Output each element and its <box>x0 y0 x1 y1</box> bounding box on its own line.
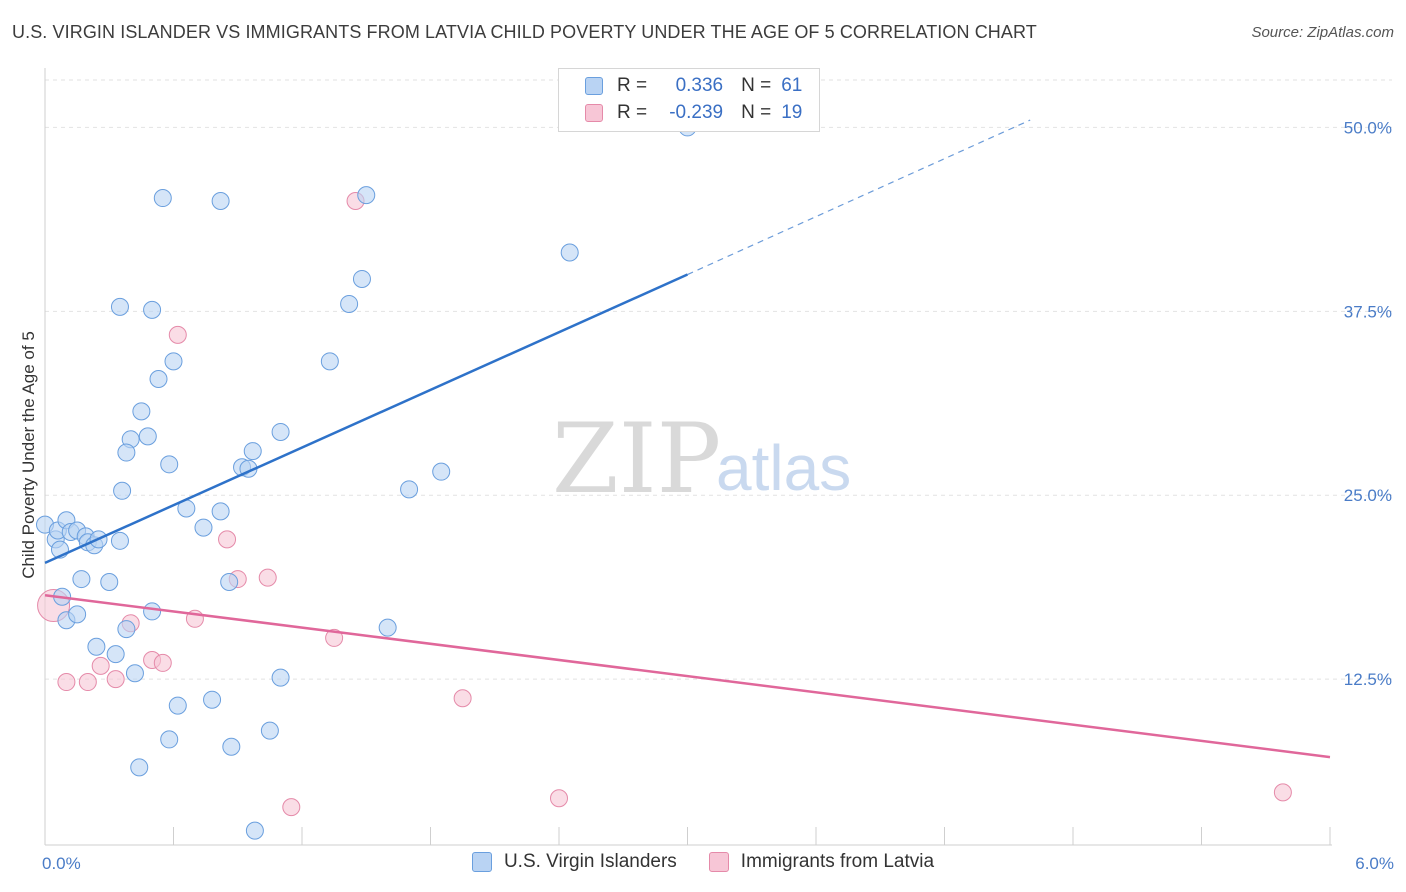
legend-n-label: N = <box>741 102 772 123</box>
data-point-virgin-islanders <box>243 442 262 461</box>
data-point-virgin-islanders <box>320 352 339 371</box>
data-point-virgin-islanders <box>164 352 183 371</box>
data-point-virgin-islanders <box>100 573 119 592</box>
legend-item-latvia[interactable]: Immigrants from Latvia <box>708 851 935 873</box>
tick-labels: 12.5% 25.0% 37.5% 50.0% 0.0% 6.0% <box>42 118 1394 873</box>
data-point-virgin-islanders <box>153 189 172 208</box>
series-legend: U.S. Virgin Islanders Immigrants from La… <box>0 851 1406 873</box>
legend-n-label: N = <box>741 75 772 96</box>
data-point-virgin-islanders <box>222 737 241 756</box>
source-credit: Source: ZipAtlas.com <box>1251 24 1394 41</box>
legend-row-virgin-islanders: R = 0.336 N = 61 <box>559 73 802 99</box>
legend-swatch-pink <box>585 104 603 122</box>
data-point-virgin-islanders <box>560 243 579 262</box>
data-point-virgin-islanders <box>149 369 168 388</box>
data-point-virgin-islanders <box>168 696 187 715</box>
data-point-virgin-islanders <box>130 758 149 777</box>
data-point-latvia <box>168 325 187 344</box>
y-tick-label: 50.0% <box>1344 118 1392 137</box>
data-point-virgin-islanders <box>194 518 213 537</box>
legend-n-value: 19 <box>781 102 803 123</box>
data-point-latvia <box>453 689 472 708</box>
data-point-latvia <box>550 789 568 808</box>
legend-item-virgin-islanders[interactable]: U.S. Virgin Islanders <box>471 851 677 873</box>
grid-lines <box>45 79 1392 680</box>
legend-swatch-blue <box>585 77 603 95</box>
data-point-virgin-islanders <box>352 269 371 288</box>
data-point-latvia <box>218 530 237 549</box>
data-point-virgin-islanders <box>68 605 87 624</box>
data-point-virgin-islanders <box>110 297 129 316</box>
correlation-legend: R = 0.336 N = 61 R = -0.239 N = 19 <box>558 68 820 132</box>
trend-lines <box>44 119 1331 759</box>
data-point-latvia <box>153 653 172 672</box>
data-point-virgin-islanders <box>203 690 222 709</box>
x-tick-label: 6.0% <box>1355 854 1394 873</box>
data-point-virgin-islanders <box>220 573 239 592</box>
data-point-latvia <box>258 568 277 587</box>
watermark-atlas: atlas <box>716 432 851 504</box>
legend-r-value: -0.239 <box>669 102 724 123</box>
chart-title: U.S. VIRGIN ISLANDER VS IMMIGRANTS FROM … <box>12 22 1037 42</box>
legend-swatch-pink <box>708 852 729 872</box>
data-point-virgin-islanders <box>138 427 157 446</box>
data-point-latvia <box>91 656 110 675</box>
data-point-virgin-islanders <box>245 821 264 840</box>
data-point-virgin-islanders <box>87 637 106 656</box>
data-point-virgin-islanders <box>378 618 397 637</box>
data-point-virgin-islanders <box>106 645 125 664</box>
data-point-virgin-islanders <box>340 294 359 313</box>
legend-row-latvia: R = -0.239 N = 19 <box>559 100 802 126</box>
trend-line-virgin-islanders <box>44 273 689 565</box>
data-point-virgin-islanders <box>211 191 230 210</box>
data-point-latvia <box>282 798 301 817</box>
data-point-virgin-islanders <box>72 570 91 589</box>
data-point-virgin-islanders <box>432 462 451 481</box>
data-point-latvia <box>106 670 125 689</box>
legend-r-label: R = <box>617 75 648 96</box>
data-point-virgin-islanders <box>110 531 129 550</box>
watermark-zip: ZIP <box>552 403 721 515</box>
data-point-virgin-islanders <box>211 502 230 521</box>
trend-line-latvia <box>44 594 1331 759</box>
data-point-virgin-islanders <box>271 422 290 441</box>
x-tick-label: 0.0% <box>42 854 81 873</box>
legend-item-label: U.S. Virgin Islanders <box>503 851 677 872</box>
y-tick-label: 12.5% <box>1344 670 1392 689</box>
data-point-virgin-islanders <box>117 620 136 639</box>
legend-swatch-blue <box>471 852 492 872</box>
legend-r-label: R = <box>617 102 648 123</box>
legend-item-label: Immigrants from Latvia <box>740 851 935 872</box>
data-point-virgin-islanders <box>271 668 290 687</box>
y-tick-label: 37.5% <box>1344 302 1392 321</box>
data-point-virgin-islanders <box>143 602 162 621</box>
data-point-virgin-islanders <box>143 300 162 319</box>
data-point-latvia <box>78 673 97 692</box>
trend-line-extension <box>687 119 1031 276</box>
legend-n-value: 61 <box>781 75 803 96</box>
data-point-virgin-islanders <box>113 481 132 500</box>
data-point-virgin-islanders <box>117 443 136 462</box>
data-point-virgin-islanders <box>357 186 376 205</box>
data-point-virgin-islanders <box>160 455 179 474</box>
data-point-latvia <box>57 673 76 692</box>
y-tick-label: 25.0% <box>1344 486 1392 505</box>
data-point-virgin-islanders <box>260 721 279 740</box>
data-point-virgin-islanders <box>132 402 151 421</box>
data-point-latvia <box>325 628 344 647</box>
data-point-latvia <box>1273 783 1292 802</box>
data-point-virgin-islanders <box>400 480 419 499</box>
axes <box>44 68 1332 846</box>
data-point-virgin-islanders <box>125 664 144 683</box>
y-axis-label: Child Poverty Under the Age of 5 <box>19 331 38 579</box>
legend-r-value: 0.336 <box>675 75 724 96</box>
data-point-virgin-islanders <box>160 730 179 749</box>
